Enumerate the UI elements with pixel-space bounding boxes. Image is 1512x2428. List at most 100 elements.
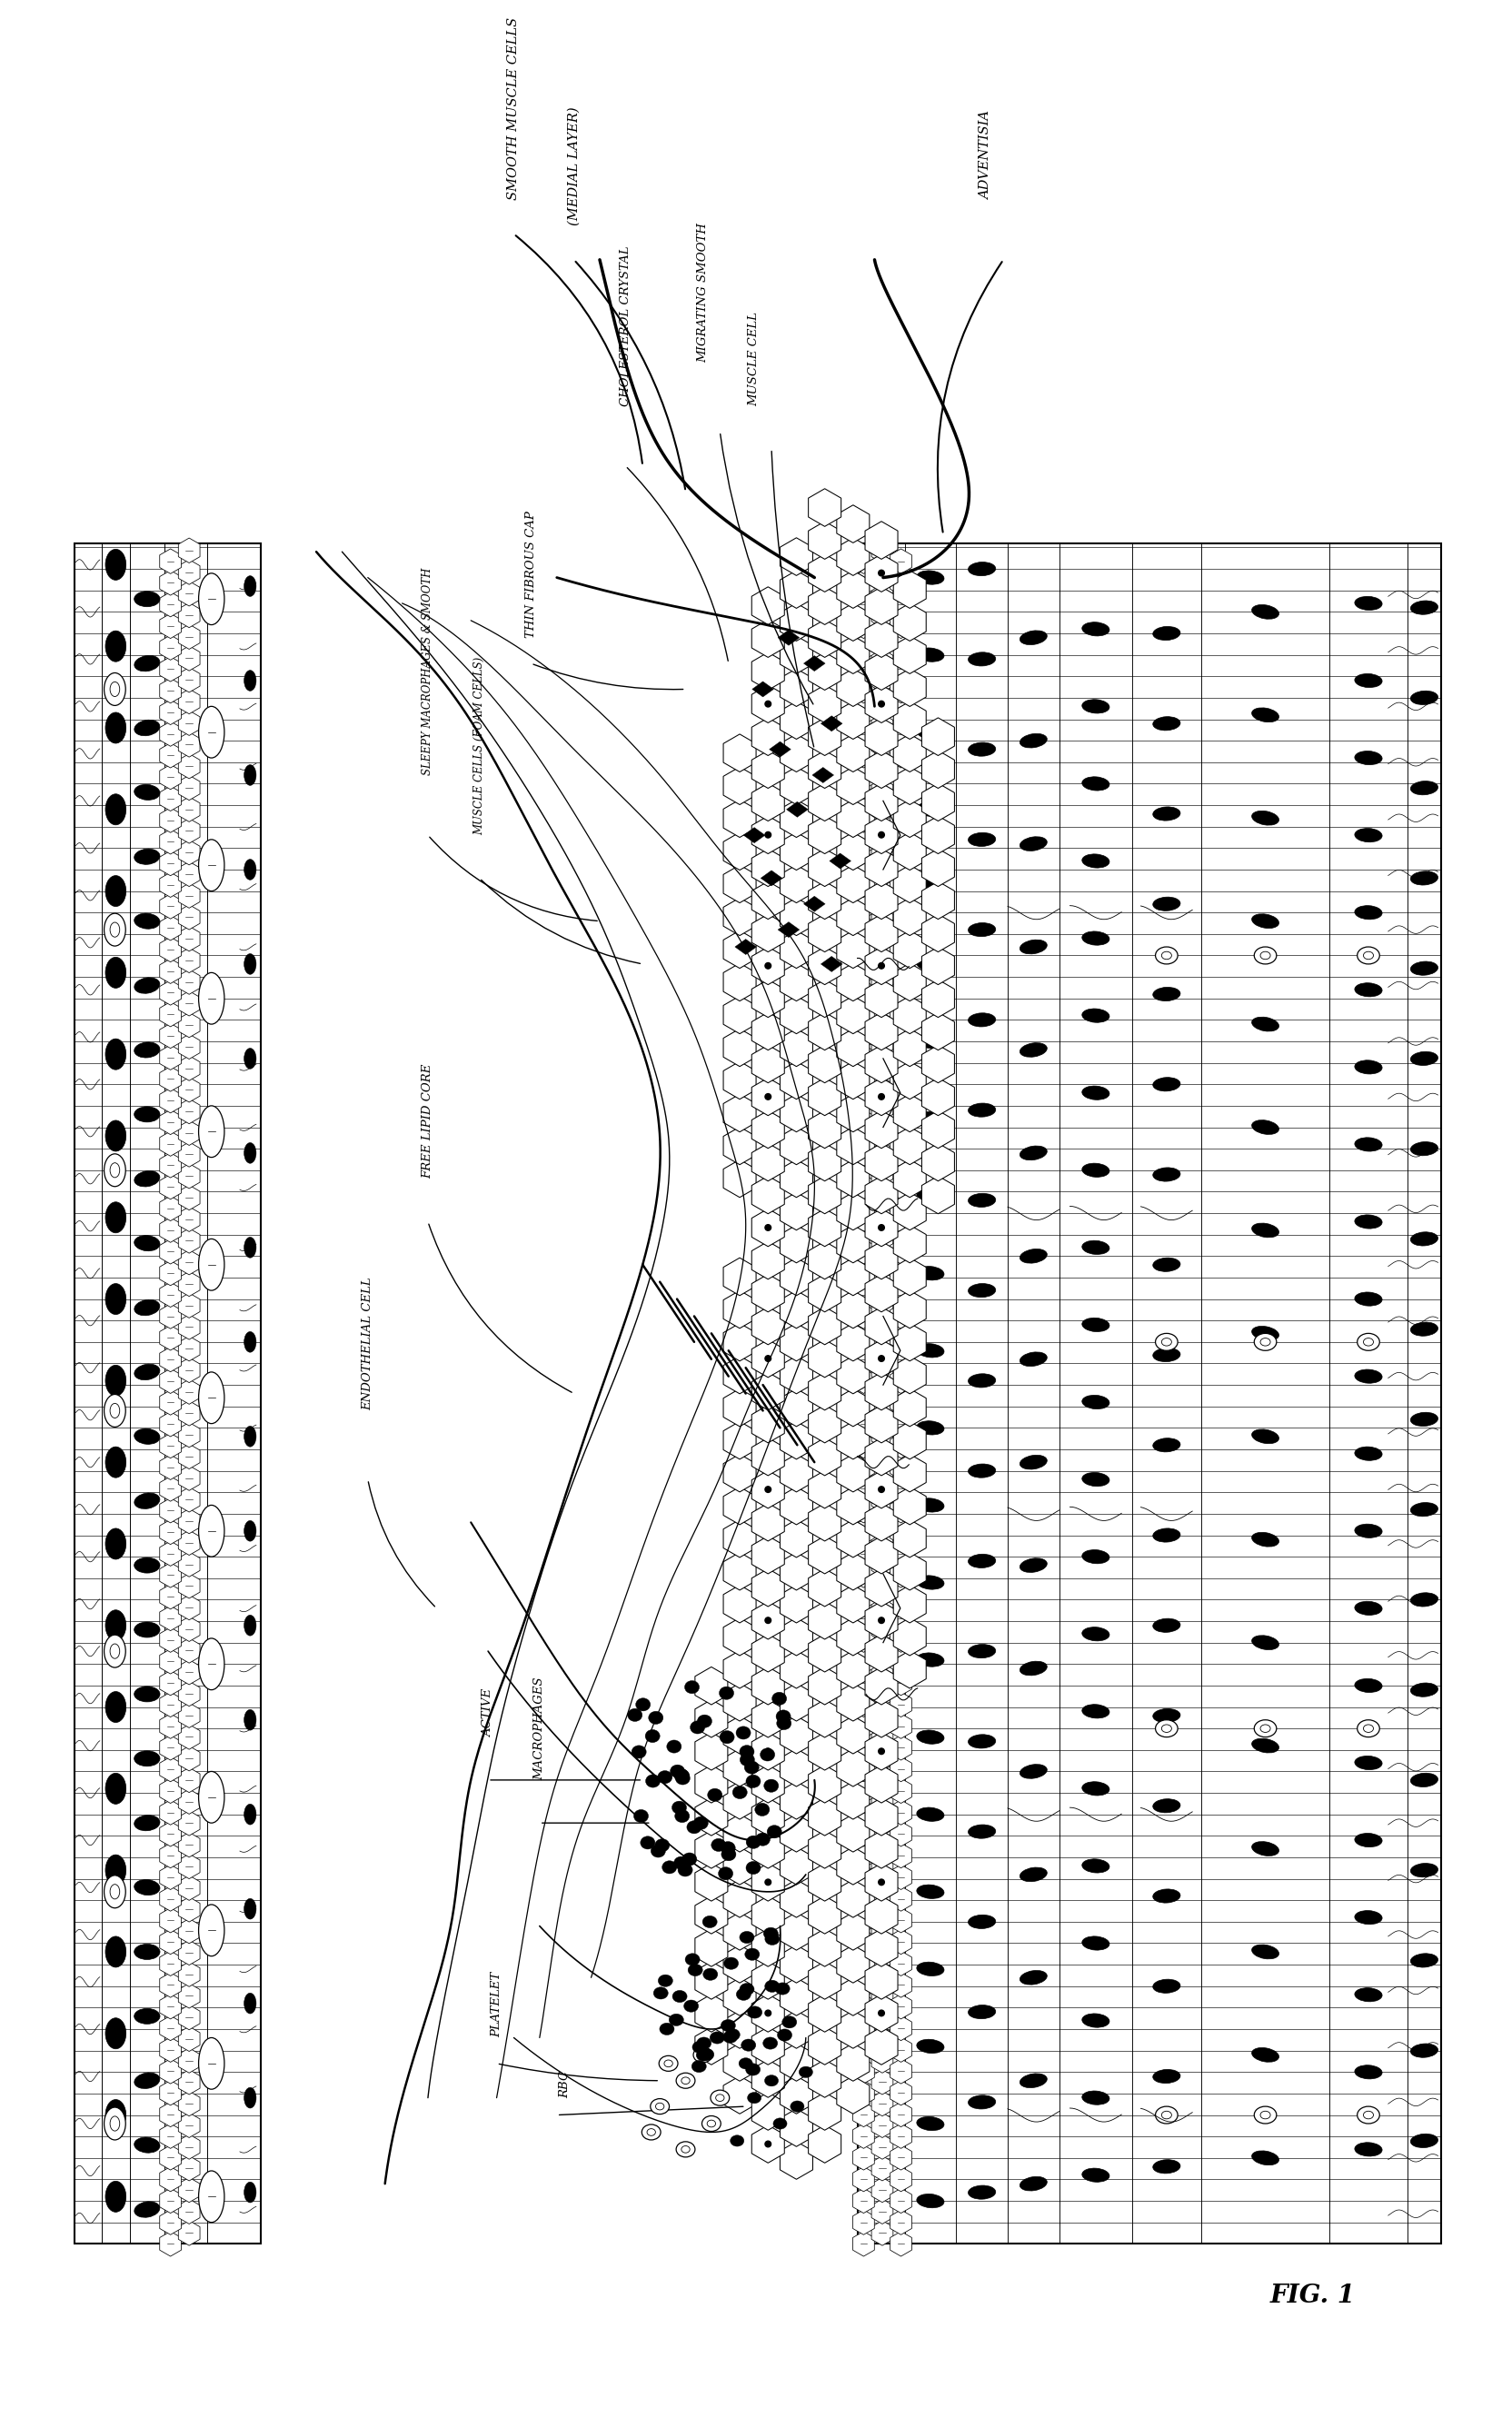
Polygon shape <box>694 1731 727 1770</box>
Polygon shape <box>160 1131 181 1156</box>
Text: MUSCLE CELLS (FOAM CELLS): MUSCLE CELLS (FOAM CELLS) <box>473 658 485 835</box>
Polygon shape <box>853 656 874 682</box>
Ellipse shape <box>676 2141 694 2156</box>
Ellipse shape <box>765 2010 771 2015</box>
Polygon shape <box>178 1573 200 1598</box>
Text: PLATELET: PLATELET <box>490 1972 502 2037</box>
Ellipse shape <box>1152 1437 1179 1452</box>
Ellipse shape <box>916 1731 943 1743</box>
Ellipse shape <box>771 1692 786 1704</box>
Ellipse shape <box>878 1224 885 1231</box>
Ellipse shape <box>720 1840 735 1855</box>
Polygon shape <box>807 1471 841 1508</box>
Polygon shape <box>836 833 869 869</box>
Polygon shape <box>807 1406 841 1442</box>
Ellipse shape <box>692 2047 712 2064</box>
Polygon shape <box>889 1391 912 1416</box>
Polygon shape <box>836 1292 869 1328</box>
Ellipse shape <box>198 1505 224 1556</box>
Polygon shape <box>780 571 812 609</box>
Polygon shape <box>160 2037 181 2061</box>
Polygon shape <box>807 1306 841 1345</box>
Polygon shape <box>178 1855 200 1879</box>
Polygon shape <box>853 872 874 898</box>
Polygon shape <box>853 1260 874 1284</box>
Polygon shape <box>178 1530 200 1556</box>
Polygon shape <box>160 1197 181 1221</box>
Ellipse shape <box>1409 1231 1436 1246</box>
Ellipse shape <box>1152 806 1179 821</box>
Polygon shape <box>751 1078 783 1114</box>
Polygon shape <box>865 653 897 690</box>
Polygon shape <box>780 1717 812 1753</box>
Polygon shape <box>694 1896 727 1933</box>
Ellipse shape <box>1081 2013 1108 2027</box>
Polygon shape <box>780 2076 812 2115</box>
Polygon shape <box>865 1700 897 1738</box>
Polygon shape <box>723 1913 756 1950</box>
Ellipse shape <box>1152 896 1179 910</box>
Polygon shape <box>871 1294 892 1318</box>
Ellipse shape <box>968 1554 995 1568</box>
Ellipse shape <box>1353 1061 1382 1073</box>
Polygon shape <box>160 1411 181 1437</box>
Ellipse shape <box>720 2020 735 2032</box>
Polygon shape <box>780 702 812 738</box>
Ellipse shape <box>916 1498 943 1513</box>
Ellipse shape <box>243 1899 256 1918</box>
Polygon shape <box>723 1814 756 1853</box>
Polygon shape <box>723 1323 756 1362</box>
Polygon shape <box>723 1551 756 1590</box>
Polygon shape <box>853 1326 874 1350</box>
Polygon shape <box>853 592 874 617</box>
Ellipse shape <box>104 1874 125 1908</box>
Ellipse shape <box>1353 1369 1382 1384</box>
Ellipse shape <box>878 571 885 575</box>
Polygon shape <box>853 850 874 877</box>
Ellipse shape <box>762 2037 777 2049</box>
Polygon shape <box>178 1595 200 1619</box>
Polygon shape <box>160 2081 181 2105</box>
Polygon shape <box>160 1758 181 1782</box>
Polygon shape <box>160 1326 181 1350</box>
Ellipse shape <box>1019 940 1046 954</box>
Polygon shape <box>780 1683 812 1721</box>
Polygon shape <box>871 2027 892 2052</box>
Ellipse shape <box>106 1202 125 1233</box>
Ellipse shape <box>1250 1119 1278 1134</box>
Polygon shape <box>853 1022 874 1049</box>
Polygon shape <box>178 2200 200 2224</box>
Ellipse shape <box>916 1653 943 1666</box>
Polygon shape <box>723 1979 756 2015</box>
Ellipse shape <box>878 2010 885 2015</box>
Ellipse shape <box>1362 2110 1373 2120</box>
Polygon shape <box>889 549 912 573</box>
Polygon shape <box>894 702 925 738</box>
Ellipse shape <box>1081 932 1108 944</box>
Ellipse shape <box>765 702 771 707</box>
Polygon shape <box>178 1314 200 1340</box>
Ellipse shape <box>697 1714 712 1729</box>
Polygon shape <box>921 719 954 755</box>
Polygon shape <box>889 1887 912 1911</box>
Polygon shape <box>160 592 181 617</box>
Polygon shape <box>871 1185 892 1209</box>
Ellipse shape <box>135 978 160 993</box>
Polygon shape <box>780 1127 812 1165</box>
Polygon shape <box>853 981 874 1005</box>
Ellipse shape <box>798 2066 812 2078</box>
Polygon shape <box>780 537 812 575</box>
Polygon shape <box>723 1292 756 1328</box>
Ellipse shape <box>878 833 885 838</box>
Polygon shape <box>836 2076 869 2115</box>
Polygon shape <box>871 969 892 995</box>
Ellipse shape <box>1250 1945 1278 1959</box>
Ellipse shape <box>968 1012 995 1027</box>
Polygon shape <box>836 1127 869 1165</box>
Polygon shape <box>723 833 756 869</box>
Ellipse shape <box>916 1112 943 1127</box>
Polygon shape <box>751 1503 783 1542</box>
Polygon shape <box>160 937 181 961</box>
Polygon shape <box>160 872 181 898</box>
Ellipse shape <box>243 765 256 784</box>
